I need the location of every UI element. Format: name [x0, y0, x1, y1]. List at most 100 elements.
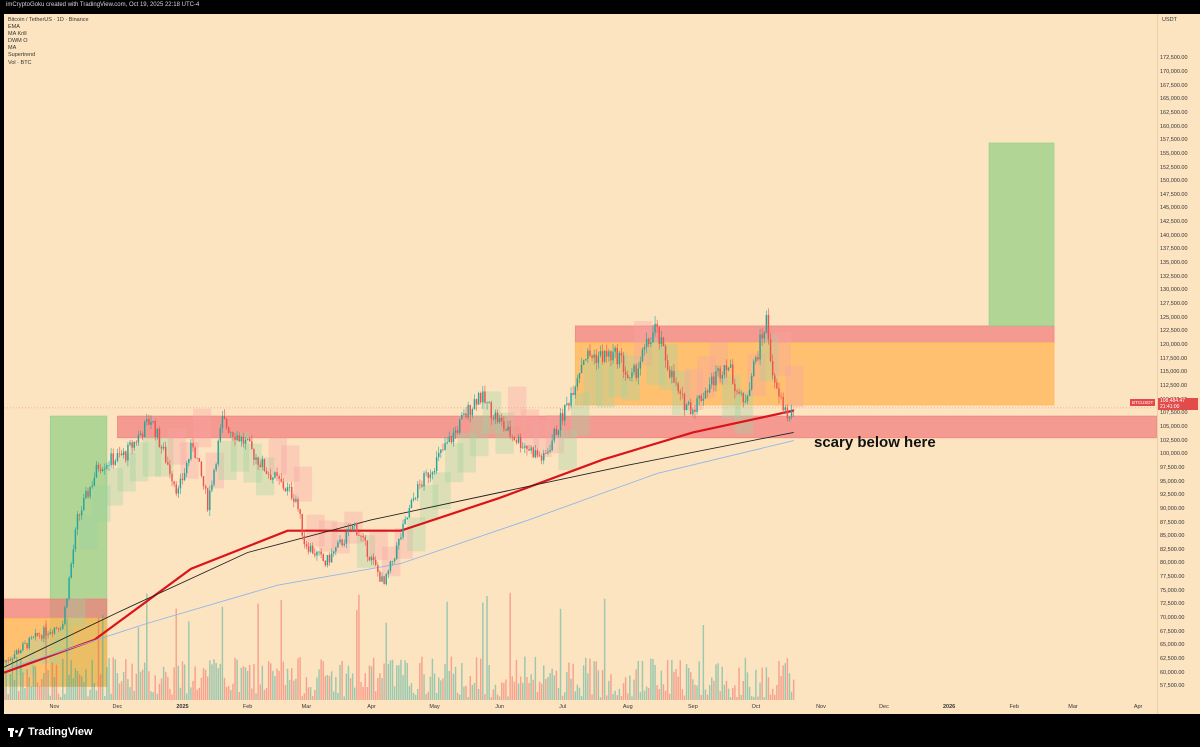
volume-bar: [51, 662, 54, 711]
volume-bar: [28, 676, 30, 711]
candle-body: [204, 486, 207, 489]
time-tick-label: Oct: [751, 704, 761, 710]
tradingview-logo[interactable]: TradingView: [8, 726, 93, 738]
volume-bar: [307, 687, 310, 711]
candle-body: [522, 447, 524, 449]
candle-body: [101, 469, 104, 471]
candle-body: [708, 384, 711, 393]
candle-body: [414, 497, 417, 499]
candle-body: [356, 523, 358, 536]
price-plot-area[interactable]: [4, 14, 1157, 714]
volume-bar: [272, 670, 274, 711]
volume-bar: [595, 661, 597, 711]
volume-bar: [450, 656, 453, 711]
candle-body: [433, 471, 436, 473]
candle-body: [320, 551, 322, 555]
volume-bar: [419, 663, 421, 711]
volume-bar: [746, 672, 749, 711]
supertrend-segment: [457, 432, 476, 473]
candle-body: [650, 342, 652, 345]
candle-body: [759, 334, 761, 360]
candle-body: [120, 453, 123, 456]
supertrend-segment: [545, 414, 565, 454]
candle-body: [528, 448, 530, 451]
candle-body: [162, 446, 165, 449]
volume-bar: [351, 673, 354, 711]
legend-supertrend[interactable]: Supertrend: [8, 52, 36, 59]
candle-body: [78, 514, 81, 516]
time-tick-label: Apr: [367, 704, 376, 710]
candle-body: [259, 464, 261, 467]
price-chart-svg[interactable]: [4, 14, 1157, 714]
candle-body: [475, 399, 478, 405]
supertrend-segment: [659, 343, 678, 390]
volume-bar: [154, 675, 156, 711]
price-tick-label: 157,500.00: [1160, 137, 1188, 144]
supertrend-segment: [394, 527, 413, 559]
price-tick-label: 152,500.00: [1160, 164, 1188, 171]
volume-bar: [771, 688, 774, 711]
volume-bar: [137, 627, 140, 711]
candle-body: [526, 446, 528, 449]
time-axis[interactable]: [4, 700, 1157, 714]
volume-bar: [421, 656, 423, 711]
volume-bar: [11, 657, 14, 711]
supertrend-segment: [230, 431, 250, 472]
candle-body: [572, 392, 574, 395]
price-axis-unit: USDT: [1162, 17, 1177, 23]
legend-ema[interactable]: EMA: [8, 24, 20, 31]
candle-body: [326, 555, 329, 566]
price-axis[interactable]: [1157, 14, 1200, 714]
volume-bar: [78, 674, 81, 711]
volume-bar: [366, 687, 369, 711]
candle-body: [448, 436, 450, 443]
volume-bar: [68, 674, 70, 711]
volume-bar: [202, 668, 205, 711]
candle-body: [652, 332, 654, 343]
price-tick-label: 72,500.00: [1160, 601, 1185, 608]
candle-body: [246, 438, 249, 440]
candle-body: [68, 577, 70, 599]
candle-body: [771, 360, 774, 376]
candle-body: [654, 323, 656, 333]
candle-body: [454, 430, 457, 433]
volume-bar: [528, 682, 530, 711]
legend-ma-krill[interactable]: MA Krill: [8, 31, 27, 38]
legend-symbol[interactable]: Bitcoin / TetherUS · 1D · Binance: [8, 17, 89, 23]
candle-body: [610, 351, 612, 361]
candle-body: [620, 352, 623, 356]
volume-bar: [175, 608, 177, 711]
volume-bar: [192, 680, 194, 711]
candle-body: [748, 389, 751, 397]
candle-body: [780, 396, 782, 398]
volume-bar: [267, 661, 270, 711]
supertrend-segment: [319, 520, 338, 552]
candle-body: [456, 430, 459, 433]
candle-body: [196, 458, 198, 459]
price-tick-label: 77,500.00: [1160, 574, 1185, 581]
volume-bar: [471, 684, 474, 711]
candle-body: [582, 360, 585, 365]
candle-body: [769, 339, 772, 361]
legend-dwm-o[interactable]: DWM O: [8, 38, 28, 45]
candle-body: [606, 350, 608, 357]
footer-bar: [0, 714, 1200, 747]
candle-body: [761, 334, 763, 339]
volume-bar: [501, 682, 503, 711]
candle-body: [666, 360, 669, 370]
legend-ma[interactable]: MA: [8, 45, 17, 52]
volume-bar: [721, 666, 723, 711]
volume-bar: [282, 661, 285, 711]
candle-body: [404, 519, 406, 524]
candle-body: [173, 481, 175, 485]
candle-body: [643, 347, 646, 350]
price-tick-label: 60,000.00: [1160, 669, 1185, 676]
volume-bar: [118, 683, 121, 711]
legend-volume[interactable]: Vol · BTC: [8, 59, 32, 66]
candle-body: [471, 409, 474, 416]
volume-bar: [748, 686, 751, 711]
candle-body: [343, 543, 345, 546]
price-tick-label: 65,000.00: [1160, 642, 1185, 649]
candle-body: [463, 413, 465, 416]
volume-bar: [200, 677, 203, 711]
